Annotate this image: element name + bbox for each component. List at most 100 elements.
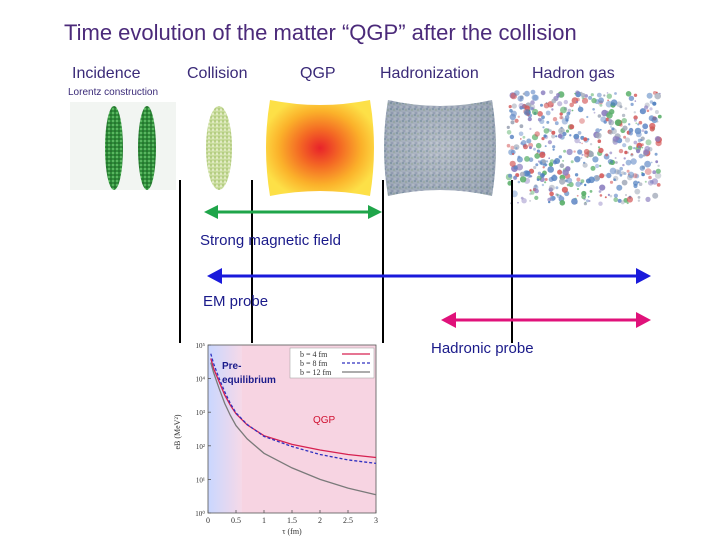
hadron-particle — [559, 112, 563, 116]
hadron-particle — [553, 174, 556, 177]
hadron-particle — [514, 118, 519, 123]
hadron-particle — [574, 156, 581, 163]
hadron-particle — [557, 101, 563, 107]
hadron-particle — [614, 92, 617, 95]
x-tick-label: 2.5 — [343, 516, 353, 525]
hadron-particle — [533, 147, 536, 151]
hadron-particle — [576, 187, 580, 191]
hadron-particle — [649, 126, 655, 132]
hadron-particle — [639, 165, 645, 171]
hadron-particle — [630, 153, 633, 156]
hadron-particle — [506, 130, 512, 135]
hadron-particle — [534, 184, 538, 188]
hadron-particle — [644, 160, 651, 168]
hadron-particle — [639, 108, 647, 115]
hadron-particle — [541, 115, 545, 120]
hadron-particle — [645, 139, 652, 146]
hadron-particle — [529, 174, 532, 178]
hadron-particle — [527, 117, 532, 122]
hadron-particle — [537, 171, 542, 175]
hadron-particle — [599, 164, 602, 167]
hadron-particle — [649, 107, 653, 111]
hadron-particle — [552, 145, 556, 149]
hadron-particle — [510, 145, 515, 150]
hadron-particle — [580, 91, 583, 95]
hadron-particle — [609, 180, 614, 184]
hadron-particle — [621, 171, 625, 175]
series-line-1 — [210, 358, 377, 459]
hadron-particle — [595, 163, 600, 169]
hadron-particle — [517, 155, 521, 159]
hadron-particle — [558, 155, 562, 159]
hadron-particle — [580, 156, 583, 159]
hadron-particle — [577, 131, 582, 135]
hadron-particle — [604, 196, 607, 199]
x-tick-label: 3 — [374, 516, 378, 525]
legend-entry-b4: b = 4 fm — [300, 350, 328, 359]
hadron-particle — [514, 90, 520, 96]
hadron-particle — [530, 100, 535, 105]
hadron-particle — [535, 163, 539, 167]
hadron-particle — [534, 188, 539, 194]
hadron-particle — [655, 160, 659, 164]
hadron-particle — [591, 97, 597, 104]
hadron-particle — [559, 178, 566, 185]
hadron-particle — [542, 166, 545, 169]
hadron-particle — [598, 190, 602, 193]
hadron-particle — [544, 178, 548, 181]
hadron-particle — [564, 115, 570, 120]
hadron-particle — [619, 123, 623, 127]
hadron-particle — [652, 170, 657, 175]
hadronic-probe-label: Hadronic probe — [431, 340, 534, 357]
hadron-particle — [621, 118, 627, 124]
hadron-particle — [563, 99, 568, 105]
hadron-particle — [529, 146, 532, 150]
hadron-particle — [597, 114, 602, 118]
hadron-particle — [627, 145, 633, 151]
hadron-particle — [638, 120, 643, 125]
series-line-2 — [210, 353, 377, 465]
hadron-particle — [656, 183, 661, 187]
hadron-particle — [609, 162, 612, 165]
hadron-particle — [622, 125, 628, 131]
hadron-particle — [579, 118, 585, 124]
hadron-particle — [621, 179, 628, 186]
hadron-particle — [544, 145, 547, 148]
hadron-particle — [523, 109, 531, 116]
hadron-particle — [580, 179, 585, 184]
hadron-particle — [551, 134, 556, 139]
y-tick-label: 10⁰ — [195, 510, 205, 518]
hadron-particle — [634, 100, 637, 102]
hadron-particle — [593, 111, 596, 114]
hadron-particle — [515, 147, 518, 150]
hadron-particle — [585, 178, 591, 184]
hadron-particle — [559, 200, 566, 206]
hadron-particle — [590, 93, 594, 97]
hadron-particle — [637, 145, 641, 149]
hadron-particle — [628, 131, 633, 136]
inset-plot: 0 0.5 1 1.5 2 2.5 3 10⁰ 10¹ 10² 10³ 10⁴ 10⁵ b = 4 fm… — [173, 342, 378, 536]
hadron-particle — [547, 166, 554, 173]
hadron-particle — [577, 149, 583, 155]
hadron-particle — [635, 131, 642, 138]
hadron-particle — [549, 129, 552, 133]
lorentz-note: Lorentz construction — [68, 87, 159, 98]
hadron-particle — [518, 102, 525, 109]
hadron-particle — [636, 149, 641, 154]
hadron-particle — [644, 130, 648, 135]
hadron-particle — [613, 178, 616, 181]
hadron-particle — [599, 184, 606, 191]
hadron-particle — [551, 174, 558, 182]
hadron-particle — [539, 118, 545, 124]
hadron-particle — [529, 199, 532, 202]
hadron-particle — [599, 173, 605, 179]
hadron-particle — [557, 169, 563, 175]
hadron-particle — [530, 89, 536, 95]
hadron-particle — [609, 151, 613, 155]
hadron-particle — [559, 163, 565, 168]
hadron-particle — [548, 162, 554, 167]
hadron-particle — [509, 160, 516, 167]
hadron-particle — [513, 144, 520, 151]
hadron-particle — [568, 111, 571, 115]
hadron-particle — [554, 121, 559, 126]
